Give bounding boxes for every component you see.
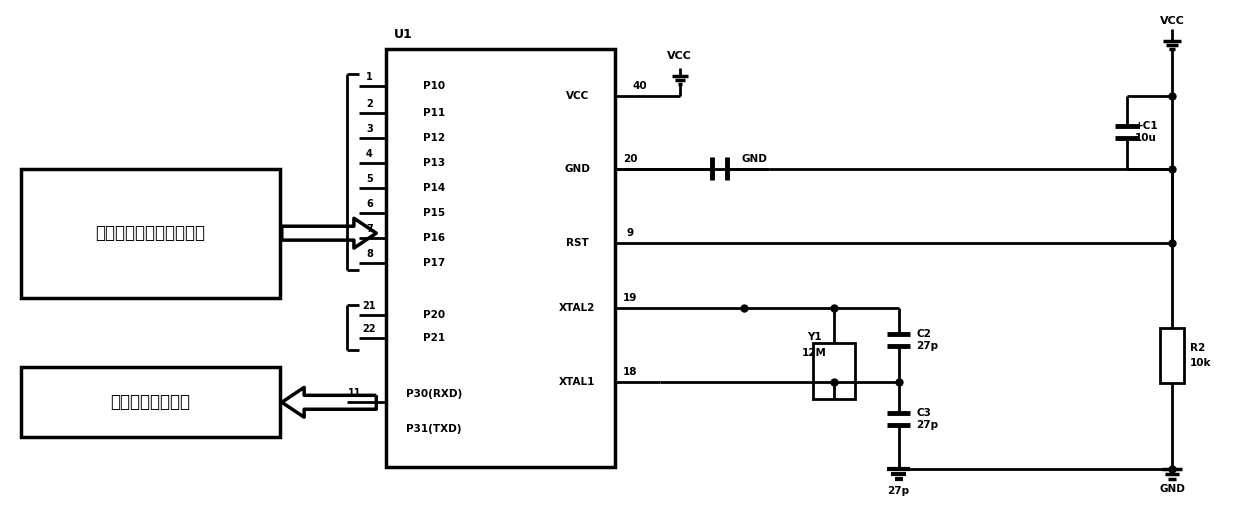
Text: 8: 8: [366, 249, 373, 259]
Text: P12: P12: [423, 133, 445, 143]
Text: VCC: VCC: [1159, 16, 1184, 26]
Text: RST: RST: [565, 238, 589, 248]
Text: 7: 7: [366, 224, 373, 234]
Text: P11: P11: [423, 108, 445, 118]
Text: 1: 1: [366, 72, 373, 82]
Text: VCC: VCC: [565, 91, 589, 101]
Text: 40: 40: [632, 81, 647, 91]
Text: 3: 3: [366, 124, 373, 134]
Text: 5: 5: [366, 175, 373, 184]
Text: VCC: VCC: [667, 51, 692, 61]
Text: 6: 6: [366, 199, 373, 209]
Text: 27p: 27p: [916, 420, 939, 430]
Text: U1: U1: [394, 28, 413, 41]
Text: P30(RXD): P30(RXD): [405, 389, 463, 399]
Text: 27p: 27p: [888, 486, 910, 496]
Text: +C1: +C1: [1136, 121, 1159, 131]
Text: P21: P21: [423, 332, 445, 342]
Text: GND: GND: [564, 164, 590, 174]
Text: 10u: 10u: [1136, 133, 1157, 143]
Text: P16: P16: [423, 233, 445, 243]
Text: 9: 9: [626, 228, 634, 238]
Bar: [21, 367, 280, 437]
Text: P17: P17: [423, 258, 445, 268]
Text: P20: P20: [423, 310, 445, 320]
Bar: [386, 49, 615, 467]
Text: 22: 22: [362, 324, 376, 333]
Text: GND: GND: [742, 153, 768, 164]
Text: C2: C2: [916, 329, 931, 339]
Text: 11: 11: [347, 388, 361, 398]
Text: P31(TXD): P31(TXD): [407, 424, 461, 434]
Text: Y1: Y1: [807, 332, 821, 341]
Text: 2: 2: [366, 99, 373, 109]
Text: 4: 4: [366, 149, 373, 159]
Text: P14: P14: [423, 183, 445, 193]
Text: 来自光电探测器的电信号: 来自光电探测器的电信号: [95, 224, 206, 242]
Text: 19: 19: [622, 293, 637, 303]
Bar: [1161, 328, 1184, 383]
Text: C3: C3: [916, 408, 931, 418]
Text: R2: R2: [1190, 342, 1205, 353]
Text: GND: GND: [1159, 484, 1185, 494]
Text: P13: P13: [423, 158, 445, 168]
Text: P10: P10: [423, 81, 445, 91]
Text: XTAL2: XTAL2: [559, 303, 595, 313]
Text: 21: 21: [362, 301, 376, 311]
Text: 12M: 12M: [801, 348, 826, 357]
Text: P15: P15: [423, 208, 445, 218]
Bar: [21, 168, 280, 298]
Text: 20: 20: [622, 153, 637, 164]
Text: 27p: 27p: [916, 340, 939, 350]
Text: 18: 18: [622, 367, 637, 378]
Text: 发向信号转变设备: 发向信号转变设备: [110, 393, 191, 412]
Text: 10k: 10k: [1190, 358, 1211, 369]
Text: XTAL1: XTAL1: [559, 378, 595, 388]
Bar: [813, 342, 854, 399]
